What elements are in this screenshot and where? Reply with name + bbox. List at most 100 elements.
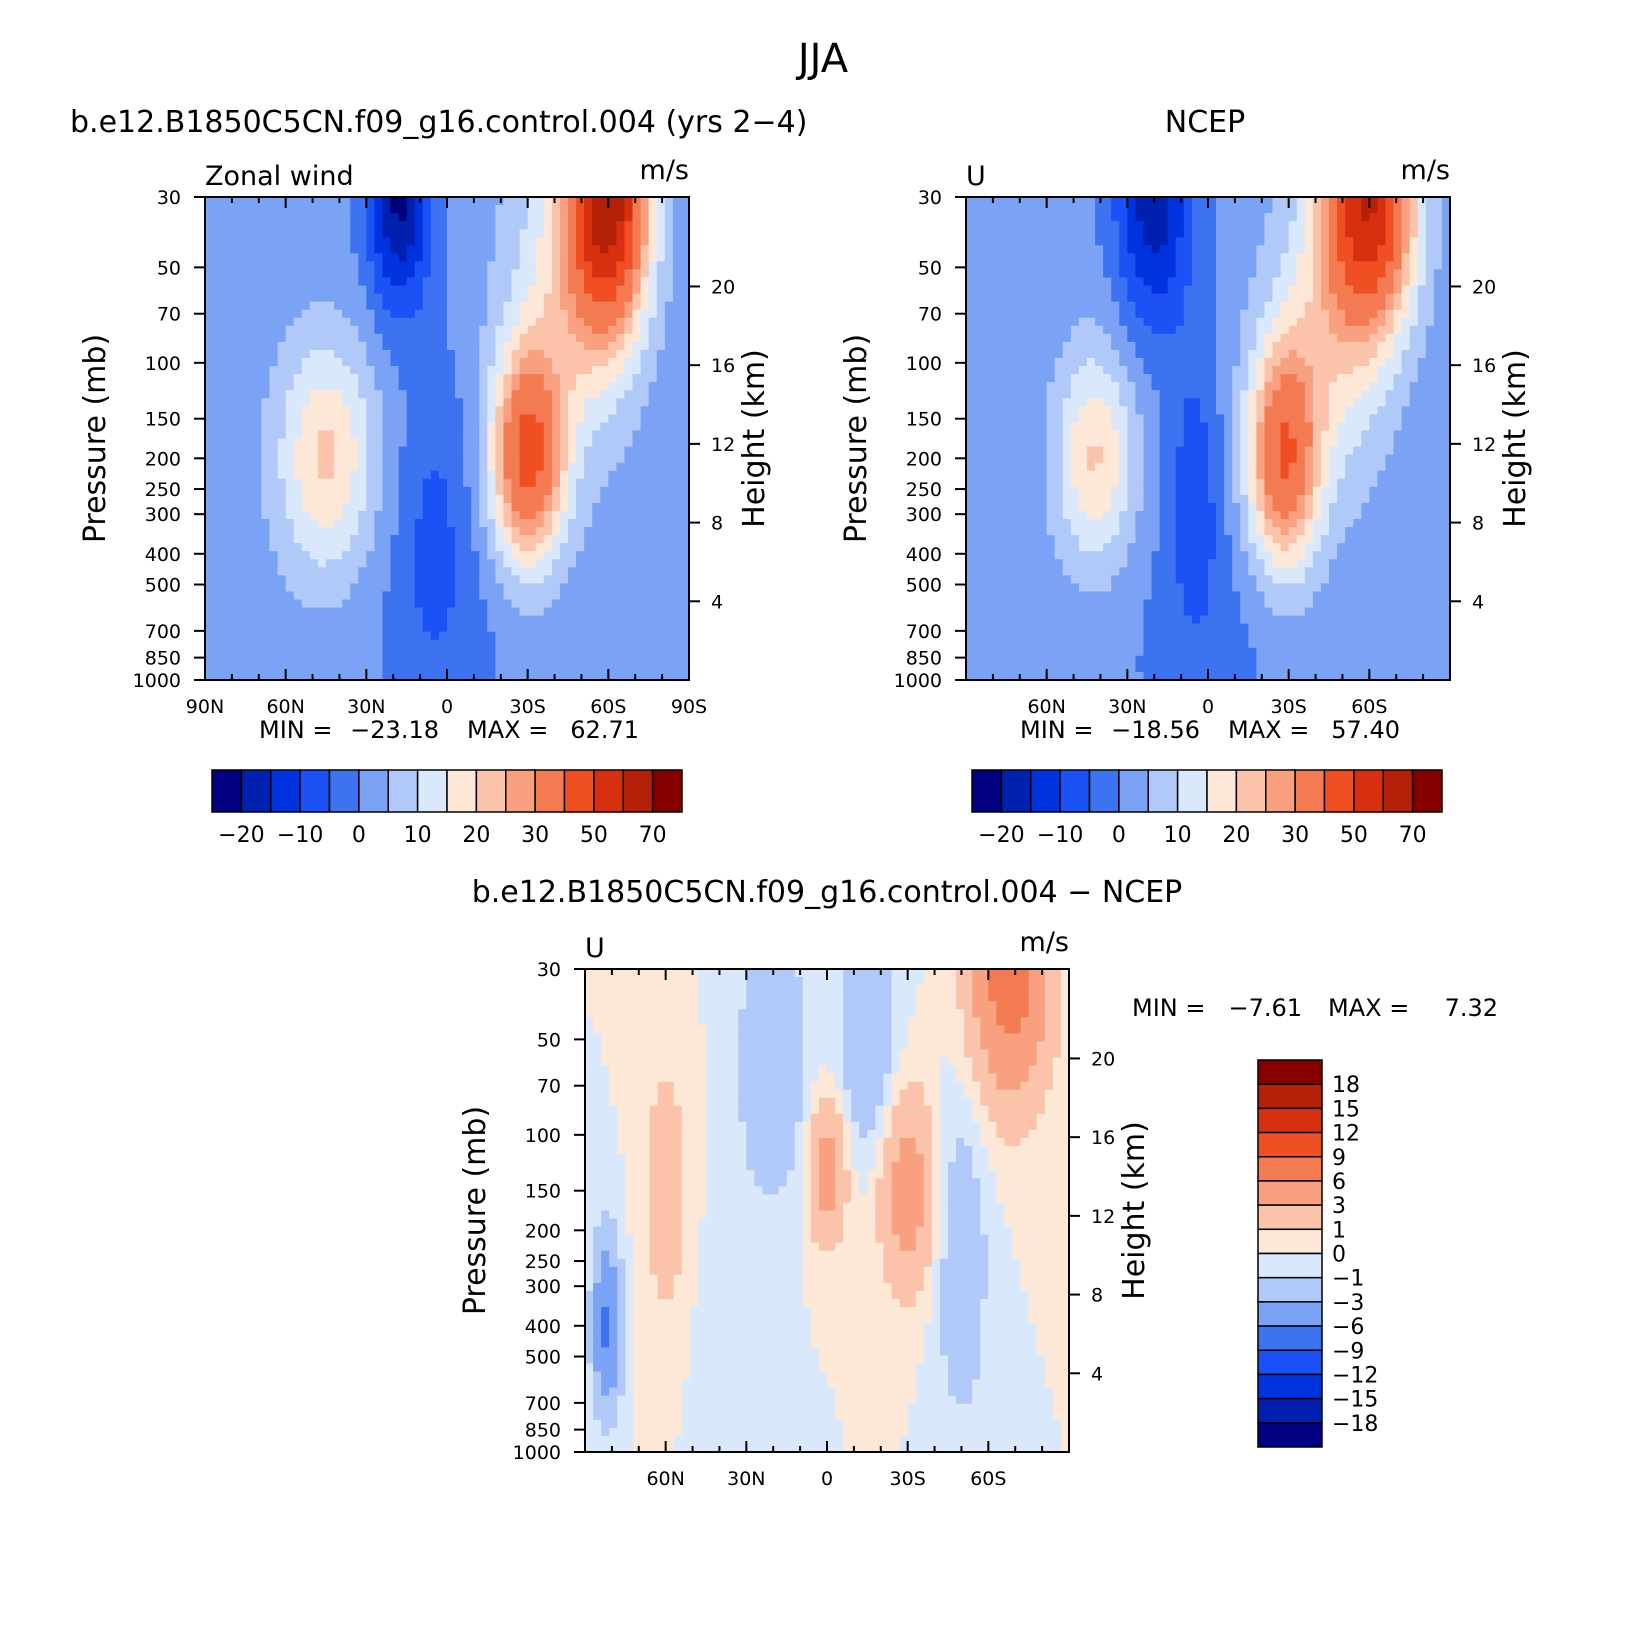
field-cell (479, 671, 488, 681)
field-cell (213, 221, 222, 230)
field-cell (519, 317, 529, 327)
field-cell (455, 366, 464, 375)
field-cell (1038, 285, 1048, 295)
field-cell (213, 623, 222, 633)
field-cell (551, 301, 561, 311)
field-cell (1070, 277, 1080, 287)
field-cell (527, 599, 537, 609)
field-cell (205, 527, 214, 536)
field-cell (1304, 277, 1314, 287)
field-cell (648, 551, 658, 560)
field-cell (390, 197, 400, 206)
field-cell (301, 430, 311, 440)
field-cell (495, 663, 505, 673)
field-cell (640, 317, 650, 327)
field-cell (632, 655, 642, 665)
field-cell (366, 333, 375, 343)
field-cell (592, 543, 601, 552)
field-cell (1441, 261, 1451, 271)
field-cell (543, 535, 553, 544)
field-cell (624, 349, 634, 359)
field-cell (640, 446, 650, 456)
field-cell (664, 422, 674, 432)
field-cell (584, 245, 593, 254)
field-cell (576, 213, 585, 222)
field-cell (317, 519, 327, 528)
field-cell (495, 374, 505, 383)
field-cell (455, 333, 464, 343)
field-cell (672, 430, 682, 440)
field-cell (293, 663, 303, 673)
field-cell (253, 510, 263, 520)
field-cell (326, 269, 335, 279)
field-cell (998, 229, 1007, 238)
field-cell (519, 535, 529, 544)
field-cell (406, 446, 416, 456)
field-cell (1401, 261, 1411, 271)
field-cell (1151, 245, 1161, 254)
field-cell (269, 559, 279, 568)
field-cell (301, 438, 311, 448)
field-cell (471, 647, 480, 657)
field-cell (317, 543, 327, 552)
field-cell (1095, 285, 1104, 295)
field-cell (366, 221, 375, 230)
field-cell (1175, 197, 1185, 206)
field-cell (463, 535, 472, 544)
field-cell (293, 229, 303, 238)
field-cell (438, 663, 448, 673)
field-cell (608, 221, 617, 230)
field-cell (1232, 221, 1241, 230)
field-cell (463, 261, 472, 271)
field-cell (326, 213, 335, 222)
colorbar-swatch (534, 769, 566, 813)
field-cell (503, 671, 513, 681)
field-cell (229, 543, 238, 552)
colorbar-label: 70 (639, 823, 667, 848)
field-cell (301, 591, 311, 601)
field-cell (390, 237, 400, 246)
field-cell (1159, 245, 1169, 254)
field-cell (406, 486, 416, 496)
field-cell (479, 607, 488, 617)
field-cell (1433, 301, 1443, 311)
field-cell (471, 221, 480, 230)
field-cell (422, 486, 432, 496)
field-cell (487, 655, 496, 665)
field-cell (1304, 253, 1314, 262)
field-cell (293, 502, 303, 512)
field-cell (245, 519, 254, 528)
field-cell (277, 301, 287, 311)
field-cell (632, 543, 642, 552)
field-cell (309, 422, 319, 432)
field-cell (382, 374, 392, 383)
field-cell (503, 341, 513, 351)
field-cell (1393, 197, 1403, 206)
field-cell (447, 510, 456, 520)
field-cell (447, 502, 456, 512)
field-cell (584, 615, 593, 625)
field-cell (1441, 253, 1451, 262)
field-cell (293, 269, 303, 279)
field-cell (1095, 325, 1104, 335)
field-cell (511, 575, 521, 584)
field-cell (471, 213, 480, 222)
field-cell (982, 245, 991, 254)
field-cell (616, 277, 626, 287)
field-cell (438, 269, 448, 279)
field-cell (1087, 197, 1096, 206)
field-cell (422, 599, 432, 609)
field-cell (551, 615, 561, 625)
field-cell (1417, 301, 1427, 311)
field-cell (382, 591, 392, 601)
field-cell (285, 551, 295, 560)
field-cell (414, 446, 424, 456)
field-cell (600, 285, 609, 295)
field-cell (966, 358, 975, 367)
field-cell (535, 462, 545, 472)
field-cell (237, 261, 246, 271)
field-cell (471, 454, 480, 464)
field-cell (1409, 309, 1419, 319)
field-cell (624, 213, 634, 222)
field-cell (1272, 349, 1282, 359)
